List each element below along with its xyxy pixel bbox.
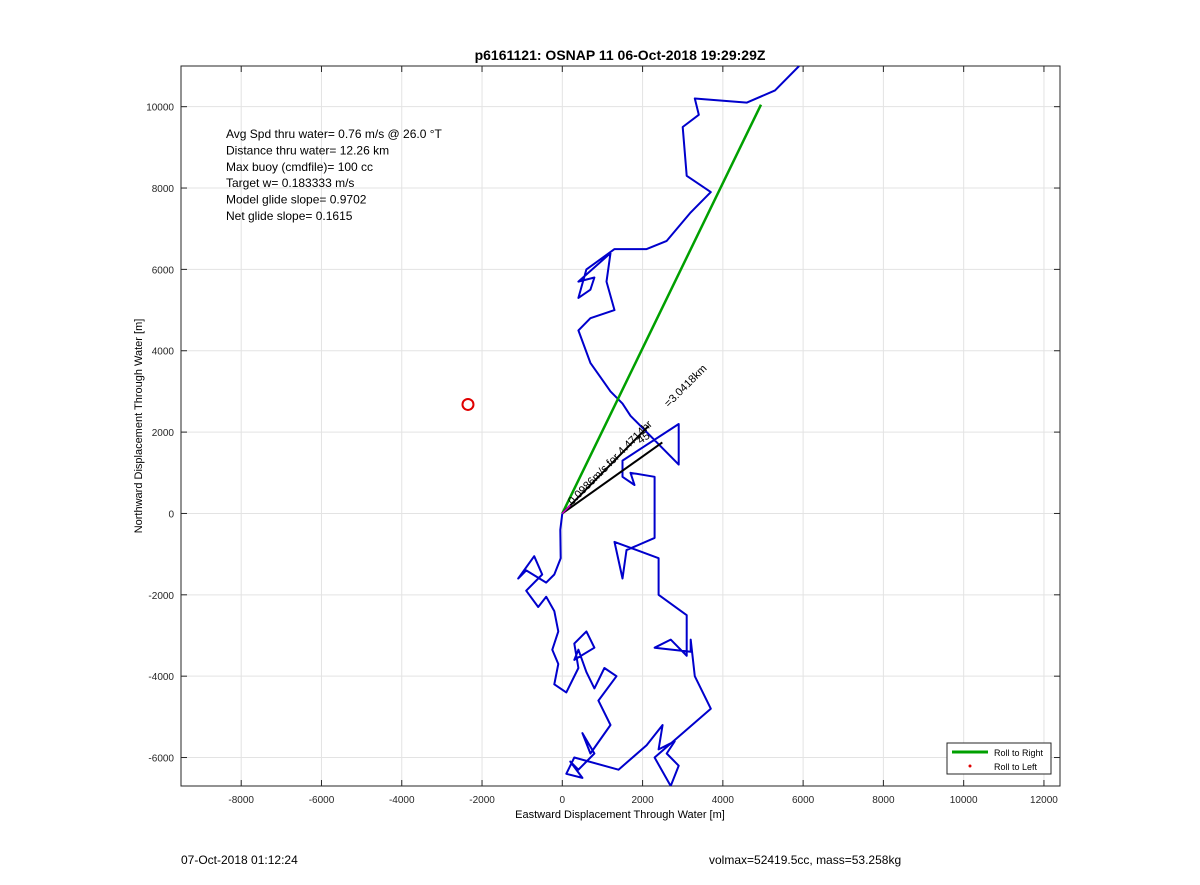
legend-label-roll-to-left: Roll to Left <box>994 762 1038 772</box>
x-tick-label: 10000 <box>950 795 978 806</box>
x-tick-label: -8000 <box>228 795 254 806</box>
chart-title: p6161121: OSNAP 11 06-Oct-2018 19:29:29Z <box>475 47 766 63</box>
x-tick-label: -2000 <box>469 795 495 806</box>
y-tick-label: -2000 <box>148 591 174 602</box>
grid-lines <box>181 66 1060 786</box>
x-tick-label: 4000 <box>712 795 735 806</box>
info-line: Distance thru water= 12.26 km <box>226 143 389 157</box>
plot-area-frame <box>180 65 1061 787</box>
info-text-block: Avg Spd thru water= 0.76 m/s @ 26.0 °T Di… <box>226 127 443 223</box>
target-marker <box>461 397 475 411</box>
footer-timestamp: 07-Oct-2018 01:12:24 <box>181 853 298 867</box>
y-axis-label: Northward Displacement Through Water [m] <box>133 319 145 534</box>
y-tick-label: 0 <box>168 509 174 520</box>
y-tick-label: 6000 <box>152 265 175 276</box>
x-tick-label: 2000 <box>631 795 654 806</box>
y-tick-label: -4000 <box>148 672 174 683</box>
current-vector-line <box>561 425 650 515</box>
legend-label-roll-to-right: Roll to Right <box>994 748 1044 758</box>
x-tick-label: 0 <box>560 795 566 806</box>
y-tick-label: 8000 <box>152 184 175 195</box>
info-line: Target w= 0.183333 m/s <box>226 176 354 190</box>
y-tick-label: -6000 <box>148 754 174 765</box>
axis-ticks: -8000 -6000 -4000 -2000 0 2000 4000 6000 8000 100… <box>146 66 1060 806</box>
y-tick-label: 4000 <box>152 347 175 358</box>
legend-swatch-roll-to-left <box>968 764 972 768</box>
info-line: Max buoy (cmdfile)= 100 cc <box>226 160 373 174</box>
legend: Roll to Right Roll to Left <box>946 742 1052 775</box>
x-tick-label: 12000 <box>1030 795 1058 806</box>
legend-box <box>946 742 1052 775</box>
x-tick-label: -4000 <box>389 795 415 806</box>
vector-annotation: =3.0418km <box>662 363 709 410</box>
info-line: Net glide slope= 0.1615 <box>226 209 353 223</box>
net-displacement-line <box>561 104 763 515</box>
glider-track-line <box>517 66 800 786</box>
y-tick-label: 10000 <box>146 103 174 114</box>
y-tick-label: 2000 <box>152 428 175 439</box>
x-axis-label: Eastward Displacement Through Water [m] <box>515 809 725 821</box>
current-vector-line <box>561 441 663 515</box>
x-tick-label: -6000 <box>309 795 335 806</box>
info-line: Avg Spd thru water= 0.76 m/s @ 26.0 °T <box>226 127 443 141</box>
current-marker-line <box>561 504 571 514</box>
info-line: Model glide slope= 0.9702 <box>226 193 367 207</box>
x-tick-label: 8000 <box>872 795 895 806</box>
x-tick-label: 6000 <box>792 795 815 806</box>
vector-annotation: 45 <box>635 430 652 447</box>
footer-stats: volmax=52419.5cc, mass=53.258kg <box>709 853 902 867</box>
